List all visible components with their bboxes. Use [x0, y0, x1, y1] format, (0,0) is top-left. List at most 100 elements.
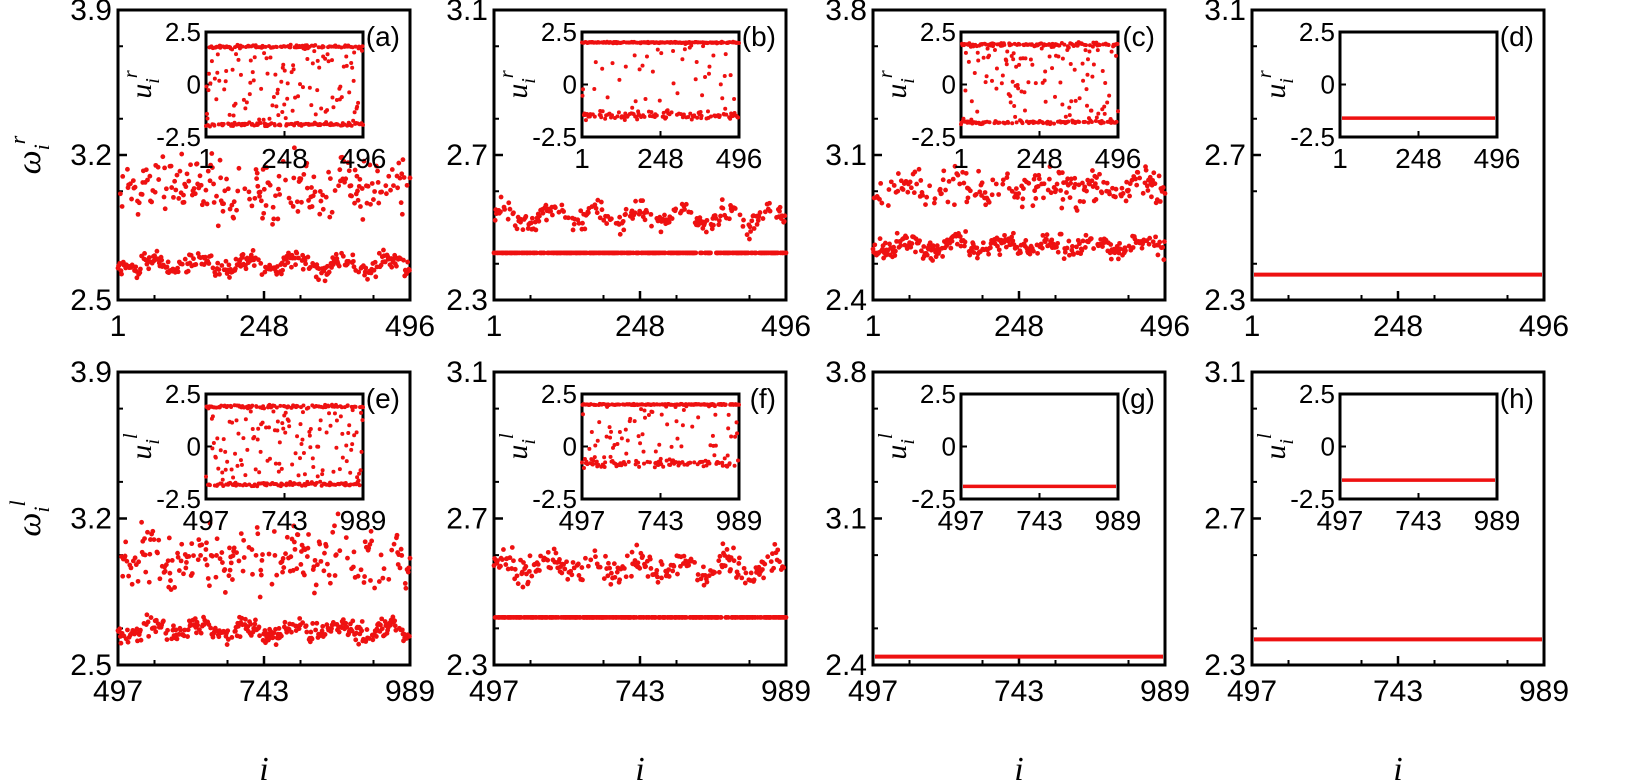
data-point [525, 579, 531, 585]
y-axis-label: ωil [5, 500, 54, 536]
data-point [363, 265, 369, 271]
data-point [939, 191, 944, 196]
data-point [386, 173, 392, 179]
inset-data-point [315, 58, 320, 63]
data-point [718, 614, 724, 620]
data-point [777, 204, 783, 210]
data-point [325, 561, 330, 567]
inset-data-point [984, 74, 989, 79]
data-point [902, 242, 908, 248]
data-point [564, 559, 569, 565]
data-point [306, 198, 311, 203]
data-point [375, 179, 381, 185]
data-point [292, 255, 298, 261]
inset-data-point [301, 451, 306, 456]
data-point [145, 177, 150, 183]
inset-data-point [241, 436, 246, 441]
data-point [580, 220, 585, 226]
data-point [1156, 173, 1162, 179]
inset-data-point [987, 53, 992, 58]
data-point [282, 619, 288, 625]
data-point [359, 186, 365, 191]
y-tick-label: 3.1 [446, 356, 488, 389]
data-point [927, 183, 933, 189]
inset-data-point [261, 117, 266, 122]
data-point [771, 565, 777, 571]
data-point [255, 531, 261, 537]
data-point [704, 579, 710, 585]
data-point [348, 183, 354, 189]
inset-data-point [326, 59, 331, 64]
data-point [373, 163, 379, 169]
inset-data-point [319, 106, 324, 111]
inset-data-point [581, 465, 586, 470]
data-point [1047, 164, 1053, 169]
data-point [327, 214, 333, 220]
inset-data-point [686, 115, 691, 120]
data-point [1152, 181, 1158, 187]
inset-data-point [251, 78, 256, 83]
data-point [662, 250, 668, 256]
panel-label: (e) [366, 383, 400, 414]
data-point [1133, 176, 1138, 182]
inset-data-point [1023, 56, 1028, 61]
data-point [179, 541, 185, 547]
data-point [399, 553, 405, 558]
data-point [958, 243, 964, 249]
y-tick-label: 2.3 [1204, 284, 1246, 317]
data-point [716, 569, 722, 575]
data-point [383, 183, 389, 189]
inset-data-point [1013, 114, 1018, 119]
data-point [227, 275, 232, 280]
inset-data-point [1043, 99, 1048, 104]
data-point [502, 206, 508, 212]
data-point [511, 210, 516, 216]
data-point [203, 187, 209, 193]
data-point [655, 579, 661, 585]
inset-data-point [644, 54, 649, 59]
data-point [940, 254, 946, 259]
data-point [181, 192, 186, 198]
data-point [649, 223, 654, 229]
x-tick-label: 248 [1373, 310, 1423, 343]
inset-data-point [1020, 121, 1025, 126]
inset-data-point [359, 410, 364, 415]
inset-data-point [1002, 42, 1007, 47]
inset-x-tick-label: 497 [938, 505, 985, 536]
data-point [599, 207, 605, 213]
inset-data-point [1085, 72, 1090, 77]
data-point [220, 560, 225, 565]
data-point [138, 266, 143, 272]
inset-data-point [983, 80, 988, 85]
inset-data-point [273, 72, 278, 77]
inset-data-point [722, 74, 727, 79]
inset-data-point [250, 70, 255, 75]
data-point [1116, 250, 1122, 256]
data-point [234, 550, 239, 556]
inset-data-point [270, 103, 275, 108]
data-point [209, 151, 215, 156]
inset-y-tick-label: 2.5 [920, 379, 956, 409]
data-point [975, 255, 980, 261]
data-point [1113, 186, 1119, 192]
data-point [697, 215, 703, 221]
inset-data-point [309, 103, 314, 108]
data-point [1023, 237, 1029, 243]
inset-data-point [622, 118, 627, 123]
data-point [1041, 195, 1046, 201]
inset-data-point [625, 438, 630, 443]
inset-data-point [211, 440, 216, 445]
data-point [699, 250, 705, 256]
inset-data-point [1056, 54, 1061, 59]
inset-data-point [222, 87, 227, 92]
inset-data-point [972, 70, 977, 75]
data-point [1068, 180, 1074, 186]
inset-data-point [593, 60, 598, 65]
inset-data-point [717, 113, 722, 118]
x-tick-label: 248 [994, 310, 1044, 343]
data-point [731, 545, 736, 551]
data-point [294, 199, 300, 205]
data-point [1000, 177, 1006, 183]
inset-data-point [350, 65, 355, 70]
